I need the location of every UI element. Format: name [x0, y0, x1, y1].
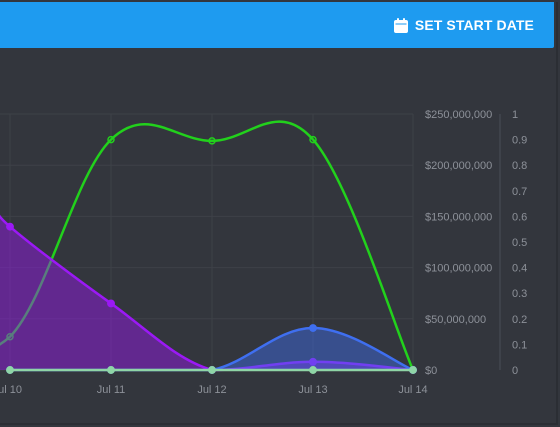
- series-point-0-0: [6, 332, 14, 341]
- chart-svg: $0 $50,000,000 $100,000,000 $150,000,000 $20…: [0, 109, 527, 396]
- series-point-0-2: [208, 137, 216, 145]
- calendar-icon: [393, 17, 408, 33]
- y-left-tick-label: $150,000,000: [425, 211, 492, 223]
- series-point-2-3: [309, 324, 317, 332]
- set-start-date-button[interactable]: SET START DATE: [393, 2, 534, 48]
- series-point-3-4: [409, 366, 417, 374]
- x-tick-label: Jul 13: [298, 384, 327, 396]
- series-area-2: [10, 328, 413, 370]
- x-tick-label: Jul 14: [398, 384, 427, 396]
- y-left-tick-label: $100,000,000: [425, 263, 492, 275]
- series-point-1-3: [309, 357, 317, 366]
- y-right-tick-label: 0.6: [512, 211, 527, 223]
- panel-header: SET START DATE: [0, 2, 554, 48]
- y-right-tick-label: 0.5: [512, 237, 527, 249]
- x-tick-label: ul 10: [0, 384, 22, 396]
- y-right-tick-label: 0.4: [512, 263, 527, 275]
- y-right-tick-label: 0.7: [512, 186, 527, 198]
- y-left-tick-label: $200,000,000: [425, 160, 492, 172]
- y-right-tick-label: 0: [512, 365, 518, 377]
- series-point-1-1: [107, 299, 115, 308]
- y-left-tick-label: $50,000,000: [425, 314, 486, 326]
- x-tick-label: Jul 11: [97, 384, 126, 396]
- series-point-3-1: [107, 366, 115, 374]
- y-right-tick-label: 0.9: [512, 135, 527, 147]
- set-start-date-label: SET START DATE: [414, 17, 534, 33]
- y-left-tick-label: $250,000,000: [425, 109, 492, 121]
- series-line-0: [0, 120, 415, 371]
- series-area-1: [0, 216, 413, 370]
- series-point-3-2: [208, 366, 216, 374]
- y-right-tick-label: 1: [512, 109, 518, 121]
- series-point-3-0: [6, 366, 14, 374]
- x-tick-label: Jul 12: [197, 384, 226, 396]
- series-point-1-0: [6, 222, 14, 231]
- series-point-0-1: [107, 135, 115, 144]
- y-right-tick-label: 0.8: [512, 160, 527, 172]
- series-point-0-3: [309, 135, 317, 144]
- series-point-3-3: [309, 366, 317, 374]
- y-left-tick-label: $0: [425, 365, 437, 377]
- y-right-tick-label: 0.1: [512, 339, 527, 351]
- y-right-tick-label: 0.2: [512, 314, 527, 326]
- y-right-tick-label: 0.3: [512, 288, 527, 300]
